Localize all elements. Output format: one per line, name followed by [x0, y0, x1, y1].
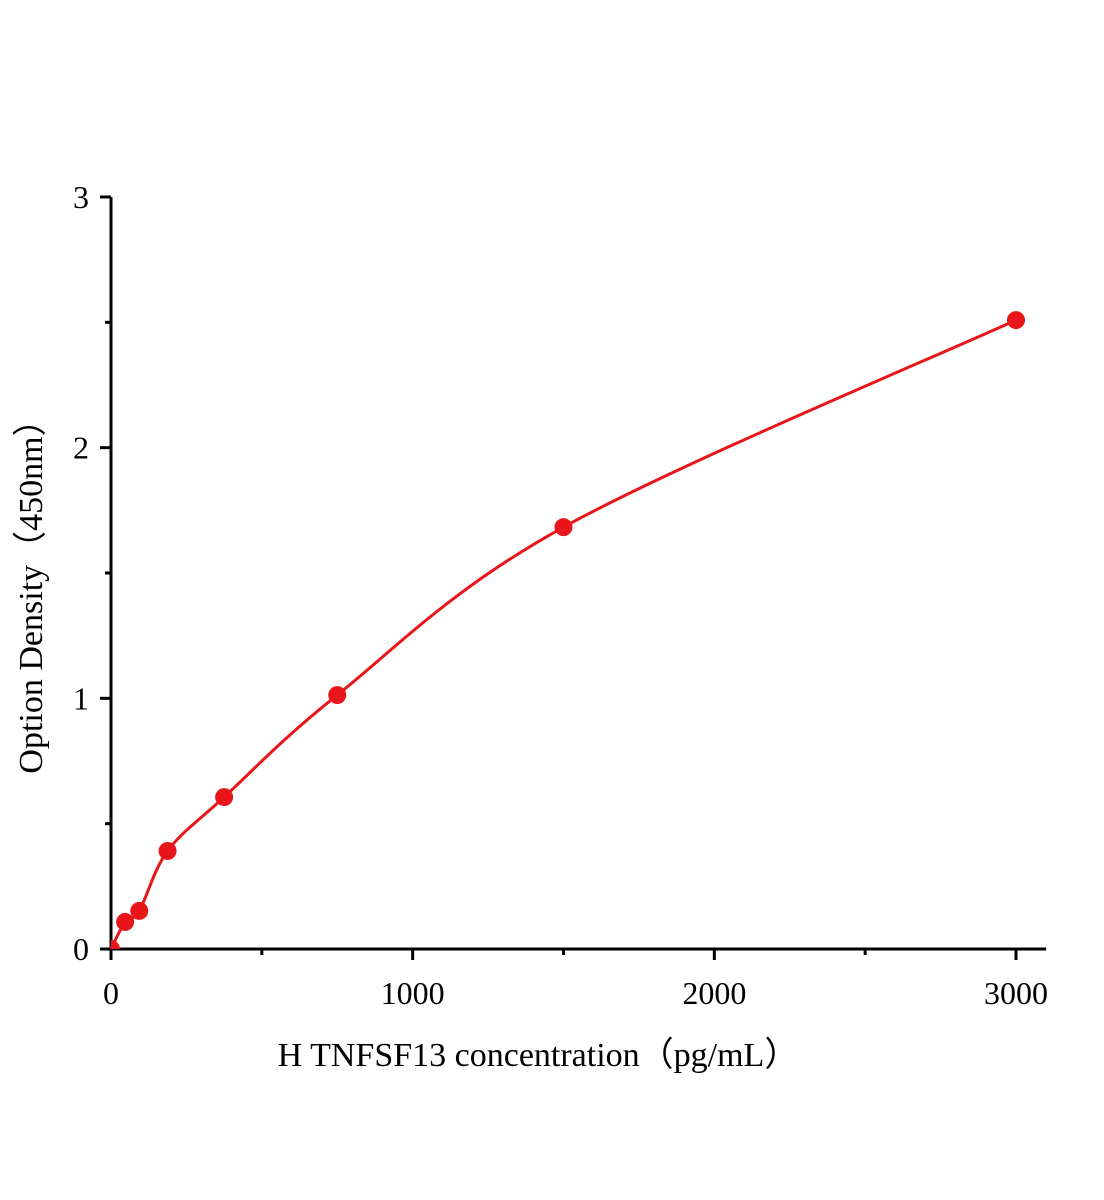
y-tick-label: 2 — [73, 430, 89, 466]
x-tick-label: 2000 — [682, 975, 746, 1011]
axes: 0 1000 2000 3000 0 1 2 3 — [73, 179, 1048, 1011]
y-tick-label: 1 — [73, 680, 89, 716]
data-point — [328, 686, 347, 705]
fitted-curve — [109, 318, 1017, 950]
fitted-curve-layer — [109, 318, 1017, 950]
x-tick-label: 0 — [103, 975, 119, 1011]
data-points-layer — [111, 311, 1025, 949]
data-point — [158, 841, 177, 860]
data-point — [554, 518, 573, 537]
y-tick-label: 0 — [73, 931, 89, 967]
data-point — [215, 788, 234, 807]
data-point — [130, 901, 149, 920]
x-tick-label: 3000 — [984, 975, 1048, 1011]
y-axis-title: Option Density（450nm） — [12, 402, 50, 773]
data-point — [1007, 311, 1025, 330]
x-axis-title: H TNFSF13 concentration（pg/mL） — [278, 1036, 799, 1074]
y-tick-label: 3 — [73, 179, 89, 215]
data-point — [111, 940, 120, 949]
x-tick-label: 1000 — [381, 975, 445, 1011]
data-point — [116, 912, 135, 931]
